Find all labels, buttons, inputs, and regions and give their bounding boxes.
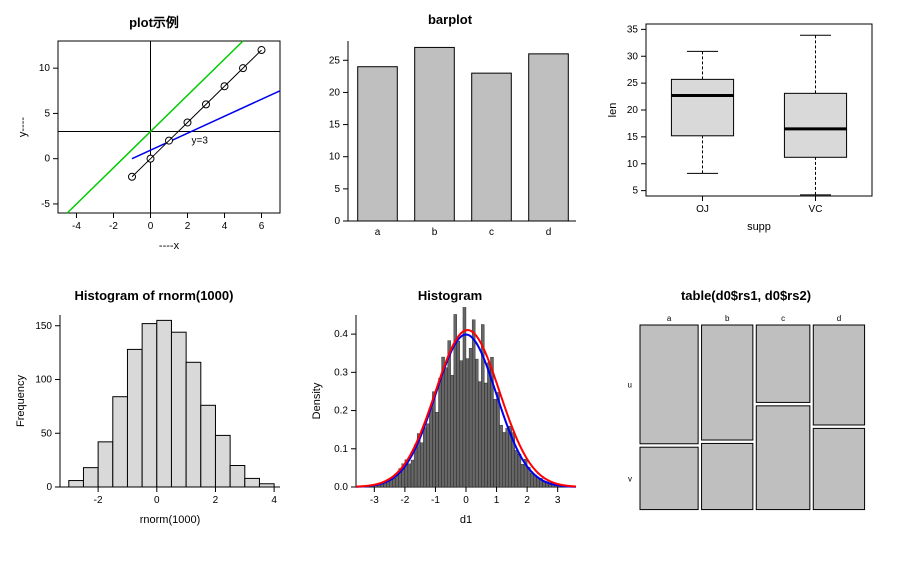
svg-text:25: 25 <box>329 55 341 66</box>
svg-text:5: 5 <box>44 108 50 119</box>
svg-text:1: 1 <box>494 495 500 506</box>
svg-text:2: 2 <box>524 495 530 506</box>
svg-text:Density: Density <box>311 382 323 419</box>
svg-text:50: 50 <box>41 428 53 439</box>
svg-text:d1: d1 <box>460 514 472 526</box>
svg-text:20: 20 <box>329 87 341 98</box>
svg-text:4: 4 <box>271 495 277 506</box>
svg-text:35: 35 <box>627 24 639 35</box>
svg-text:OJ: OJ <box>696 204 709 215</box>
svg-text:d: d <box>546 227 552 238</box>
svg-text:rnorm(1000): rnorm(1000) <box>140 514 201 526</box>
svg-text:150: 150 <box>35 321 52 332</box>
svg-text:3: 3 <box>555 495 561 506</box>
mosaic-title: table(d0$rs1, d0$rs2) <box>681 288 811 303</box>
svg-text:100: 100 <box>35 375 52 386</box>
svg-text:-2: -2 <box>400 495 409 506</box>
svg-text:c: c <box>781 314 785 323</box>
hist2-title: Histogram <box>418 288 482 303</box>
svg-text:6: 6 <box>259 221 265 232</box>
svg-text:0: 0 <box>334 216 340 227</box>
svg-text:c: c <box>489 227 494 238</box>
svg-text:a: a <box>375 227 381 238</box>
chart-grid: plot示例 -4-20246-50510----xy----y=3 barpl… <box>10 10 890 554</box>
plot1-area: -4 -2 0 2 4 6 -5 0 5 10 ----x y---- y=3 <box>10 35 298 278</box>
panel-hist1: Histogram of rnorm(1000) -2 0 2 4 0 50 100 150 r… <box>10 286 298 554</box>
svg-text:-2: -2 <box>94 495 103 506</box>
svg-text:VC: VC <box>809 204 823 215</box>
hist2-area: -3 -2 -1 0 1 2 3 0.0 0.1 0.2 0.3 0.4 d1 Density <box>306 307 594 554</box>
svg-text:5: 5 <box>632 186 638 197</box>
svg-text:-3: -3 <box>370 495 379 506</box>
svg-text:-4: -4 <box>72 221 81 232</box>
panel-mosaic: table(d0$rs1, d0$rs2) a b c d u v <box>602 286 890 554</box>
svg-text:15: 15 <box>627 132 639 143</box>
svg-text:supp: supp <box>747 221 771 233</box>
hist1-area: -2 0 2 4 0 50 100 150 rnorm(1000) Frequency <box>10 307 298 554</box>
boxplot-area: 5 10 15 20 25 30 35 len supp OJ VC <box>602 16 890 278</box>
mosaic-area: a b c d u v <box>602 307 890 554</box>
svg-text:10: 10 <box>39 63 51 74</box>
plot1-title: plot示例 <box>129 12 179 31</box>
svg-text:y=3: y=3 <box>192 136 209 147</box>
hist1-title: Histogram of rnorm(1000) <box>75 288 234 303</box>
svg-text:-5: -5 <box>41 199 50 210</box>
svg-text:25: 25 <box>627 78 639 89</box>
svg-text:-2: -2 <box>109 221 118 232</box>
svg-text:30: 30 <box>627 51 639 62</box>
svg-text:10: 10 <box>329 152 341 163</box>
panel-barplot: barplot 0 5 10 15 20 25 a b c d <box>306 10 594 278</box>
svg-text:0.4: 0.4 <box>334 329 348 340</box>
svg-text:----x: ----x <box>159 240 180 252</box>
svg-text:0: 0 <box>44 154 50 165</box>
svg-text:5: 5 <box>334 184 340 195</box>
svg-text:0.0: 0.0 <box>334 482 348 493</box>
svg-text:0: 0 <box>463 495 469 506</box>
svg-text:2: 2 <box>185 221 191 232</box>
svg-text:d: d <box>837 314 841 323</box>
svg-text:15: 15 <box>329 120 341 131</box>
svg-text:-1: -1 <box>431 495 440 506</box>
svg-text:0.1: 0.1 <box>334 444 348 455</box>
svg-text:len: len <box>607 103 619 118</box>
svg-text:a: a <box>667 314 672 323</box>
svg-text:b: b <box>725 314 730 323</box>
svg-text:2: 2 <box>213 495 219 506</box>
svg-text:0: 0 <box>148 221 154 232</box>
svg-text:y----: y---- <box>17 117 29 137</box>
svg-text:20: 20 <box>627 105 639 116</box>
panel-boxplot: 5 10 15 20 25 30 35 len supp OJ VC <box>602 10 890 278</box>
svg-text:b: b <box>432 227 438 238</box>
svg-text:0.3: 0.3 <box>334 367 348 378</box>
panel-hist2: Histogram -3 -2 -1 0 1 2 3 0.0 0.1 0.2 0.3 0.4 d1 Den… <box>306 286 594 554</box>
svg-text:0.2: 0.2 <box>334 406 348 417</box>
barplot-title: barplot <box>428 12 472 27</box>
svg-text:0: 0 <box>154 495 160 506</box>
svg-text:4: 4 <box>222 221 228 232</box>
svg-text:0: 0 <box>46 482 52 493</box>
svg-text:v: v <box>628 474 632 483</box>
barplot-area: 0 5 10 15 20 25 a b c d <box>306 31 594 278</box>
svg-text:u: u <box>628 380 632 389</box>
panel-plot1: plot示例 -4 -2 0 2 4 6 -5 0 5 10 ----x y---- y=3 <box>10 10 298 278</box>
svg-text:10: 10 <box>627 159 639 170</box>
svg-text:Frequency: Frequency <box>15 375 27 427</box>
